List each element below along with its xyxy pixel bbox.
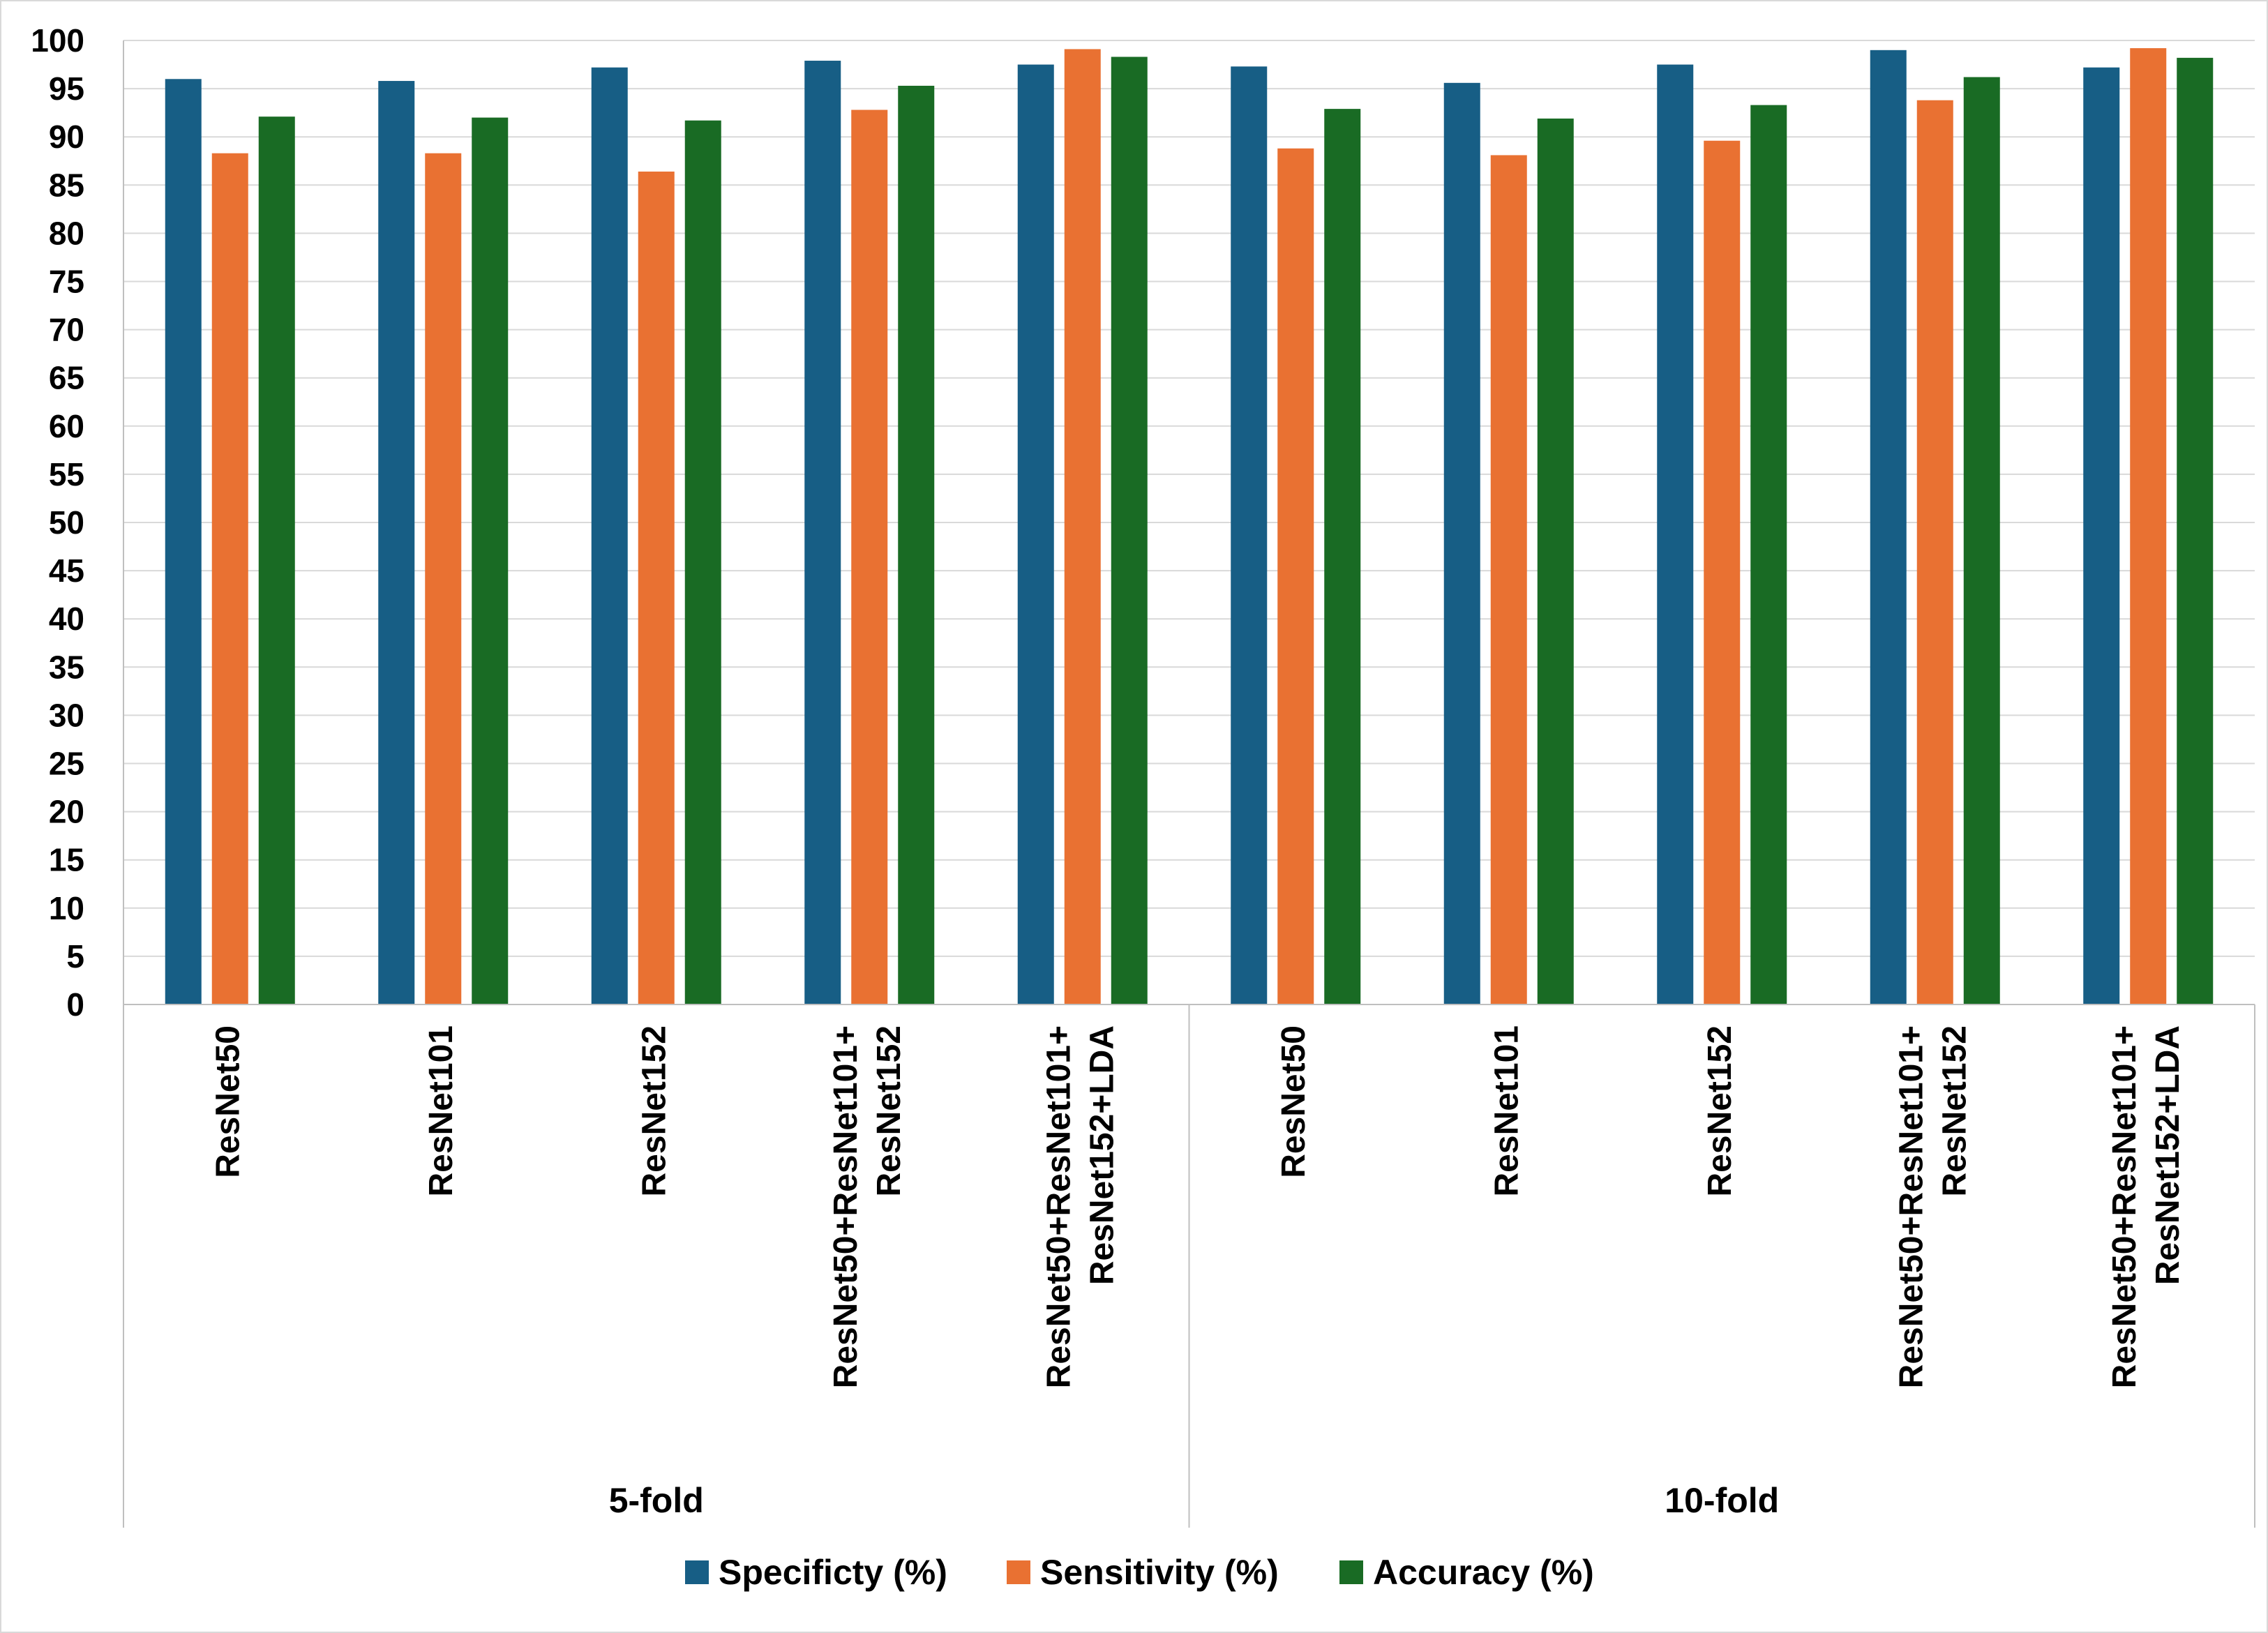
y-tick-label: 20 [49,794,84,830]
x-category-label: ResNet152 [1702,1025,1738,1196]
y-tick-label: 0 [66,986,84,1023]
y-tick-label: 5 [66,938,84,974]
x-category-label: ResNet101 [1488,1025,1525,1196]
bar-accuracy-8 [1750,105,1787,1004]
bar-specificty-3 [591,67,628,1004]
y-tick-label: 70 [49,312,84,348]
x-category-label: ResNet101 [423,1025,460,1196]
bar-accuracy-2 [472,117,509,1004]
y-tick-label: 60 [49,408,84,444]
x-category-label: ResNet50+ResNet101+ [1040,1025,1077,1388]
bar-accuracy-10 [2177,57,2214,1005]
bar-accuracy-9 [1963,77,2000,1005]
y-tick-label: 35 [49,649,84,685]
legend-label[interactable]: Sensitivity (%) [1040,1553,1279,1592]
bar-specificty-1 [165,79,202,1004]
x-axis-categories: ResNet50 ResNet101 ResNet152 ResNet50+ResNe… [209,1025,2186,1388]
bar-sensitivity-6 [1277,148,1314,1005]
y-tick-label: 40 [49,601,84,637]
y-tick-label: 15 [49,842,84,878]
x-category-label: ResNet152 [871,1025,908,1196]
bar-sensitivity-5 [1064,49,1101,1005]
y-tick-label: 10 [49,890,84,926]
y-tick-label: 95 [49,70,84,107]
legend[interactable]: Specificty (%) Sensitivity (%) Accuracy (%… [685,1553,1594,1592]
y-tick-label: 45 [49,552,84,589]
bar-sensitivity-7 [1490,155,1527,1004]
x-category-label: ResNet50+ResNet101+ [2106,1025,2143,1388]
y-tick-label: 25 [49,746,84,782]
bar-specificty-5 [1017,64,1054,1004]
x-category-label: ResNet50 [1275,1025,1312,1178]
legend-swatch [1339,1560,1363,1584]
bar-specificty-10 [2083,67,2120,1004]
bar-accuracy-6 [1324,109,1361,1005]
legend-label[interactable]: Accuracy (%) [1373,1553,1594,1592]
group-label: 10-fold [1665,1481,1779,1520]
y-tick-label: 50 [49,504,84,541]
bar-specificty-9 [1870,50,1907,1005]
bar-accuracy-3 [684,120,721,1004]
bar-specificty-7 [1443,82,1480,1005]
bar-sensitivity-1 [211,153,248,1005]
x-category-label: ResNet50 [209,1025,246,1178]
x-category-label: ResNet152+LDA [1083,1025,1120,1285]
bars [165,48,2214,1005]
x-axis-groups: 5-fold 10-fold [123,1004,2255,1528]
bar-accuracy-1 [258,116,295,1005]
legend-swatch [685,1560,709,1584]
y-tick-label: 100 [31,22,84,59]
x-category-label: ResNet50+ResNet101+ [827,1025,864,1388]
bar-specificty-8 [1657,64,1694,1004]
y-axis-ticks: 0 5 10 15 20 25 30 35 40 45 50 55 60 65 70 75 80 85 90 95 10… [31,22,84,1023]
y-tick-label: 55 [49,456,84,492]
legend-swatch [1007,1560,1030,1584]
bar-specificty-6 [1231,66,1268,1005]
bar-sensitivity-4 [851,110,888,1004]
y-tick-label: 90 [49,119,84,155]
x-category-label: ResNet50+ResNet101+ [1893,1025,1930,1388]
bar-specificty-2 [378,81,415,1005]
bar-sensitivity-2 [425,153,462,1005]
bar-accuracy-5 [1111,57,1148,1004]
group-label: 5-fold [609,1481,704,1520]
y-tick-label: 30 [49,697,84,733]
bar-accuracy-7 [1537,118,1574,1004]
bar-sensitivity-3 [638,171,675,1004]
bar-sensitivity-8 [1704,140,1741,1004]
legend-label[interactable]: Specificty (%) [719,1553,947,1592]
bar-sensitivity-9 [1916,100,1953,1005]
bar-accuracy-4 [898,85,935,1005]
bar-specificty-4 [804,61,841,1005]
y-tick-label: 75 [49,264,84,300]
y-tick-label: 65 [49,360,84,396]
bar-sensitivity-10 [2130,48,2167,1004]
x-category-label: ResNet152+LDA [2149,1025,2186,1285]
x-category-label: ResNet152 [1936,1025,1973,1196]
y-tick-label: 85 [49,167,84,203]
y-tick-label: 80 [49,215,84,251]
x-category-label: ResNet152 [636,1025,673,1196]
